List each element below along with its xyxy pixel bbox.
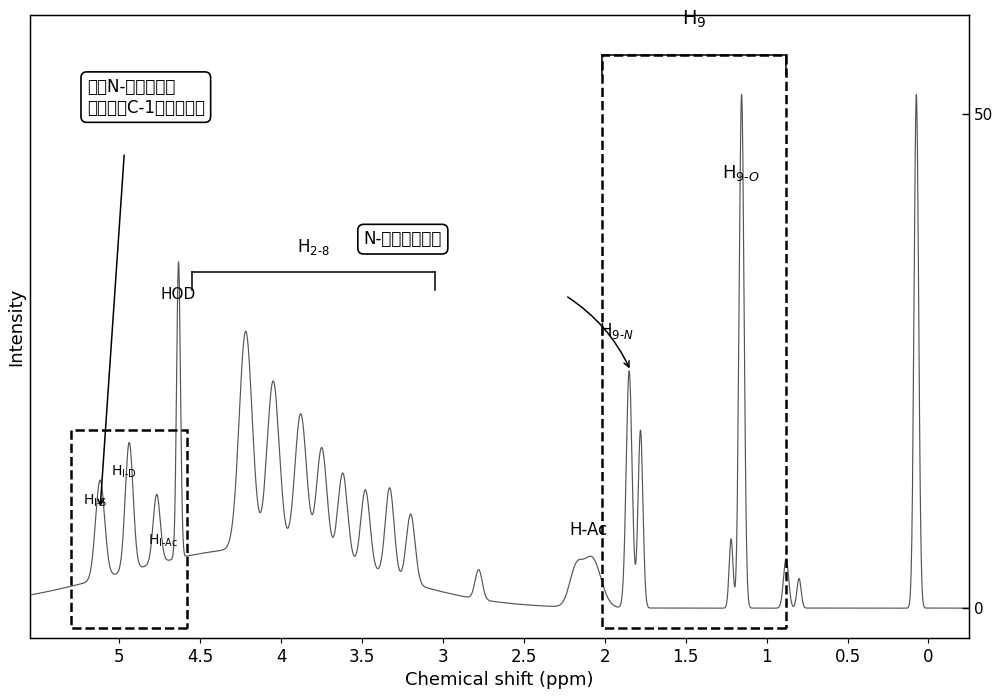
Text: H$_{2\text{-}8}$: H$_{2\text{-}8}$ [297, 237, 330, 258]
Text: H$_{\mathrm{I\text{-}S}}$: H$_{\mathrm{I\text{-}S}}$ [83, 493, 108, 509]
Text: H$_{9\text{-}N}$: H$_{9\text{-}N}$ [599, 322, 634, 342]
Text: H$_{9\text{-}O}$: H$_{9\text{-}O}$ [722, 164, 760, 184]
Text: 体现N-取代状态的
异头碳（C-1位）质子峰: 体现N-取代状态的 异头碳（C-1位）质子峰 [87, 78, 205, 116]
Text: H$_{\mathrm{I\text{-}D}}$: H$_{\mathrm{I\text{-}D}}$ [111, 464, 137, 480]
Text: HOD: HOD [160, 287, 195, 302]
Text: N-取代与总取代: N-取代与总取代 [364, 230, 442, 248]
Y-axis label: Intensity: Intensity [7, 287, 25, 366]
X-axis label: Chemical shift (ppm): Chemical shift (ppm) [405, 671, 594, 689]
Bar [602, 55, 786, 628]
Text: H$_{\mathrm{I\text{-}Ac}}$: H$_{\mathrm{I\text{-}Ac}}$ [148, 532, 178, 549]
Text: H-Ac: H-Ac [570, 521, 608, 539]
Text: H$_9$: H$_9$ [682, 9, 706, 31]
Bar [71, 430, 187, 628]
